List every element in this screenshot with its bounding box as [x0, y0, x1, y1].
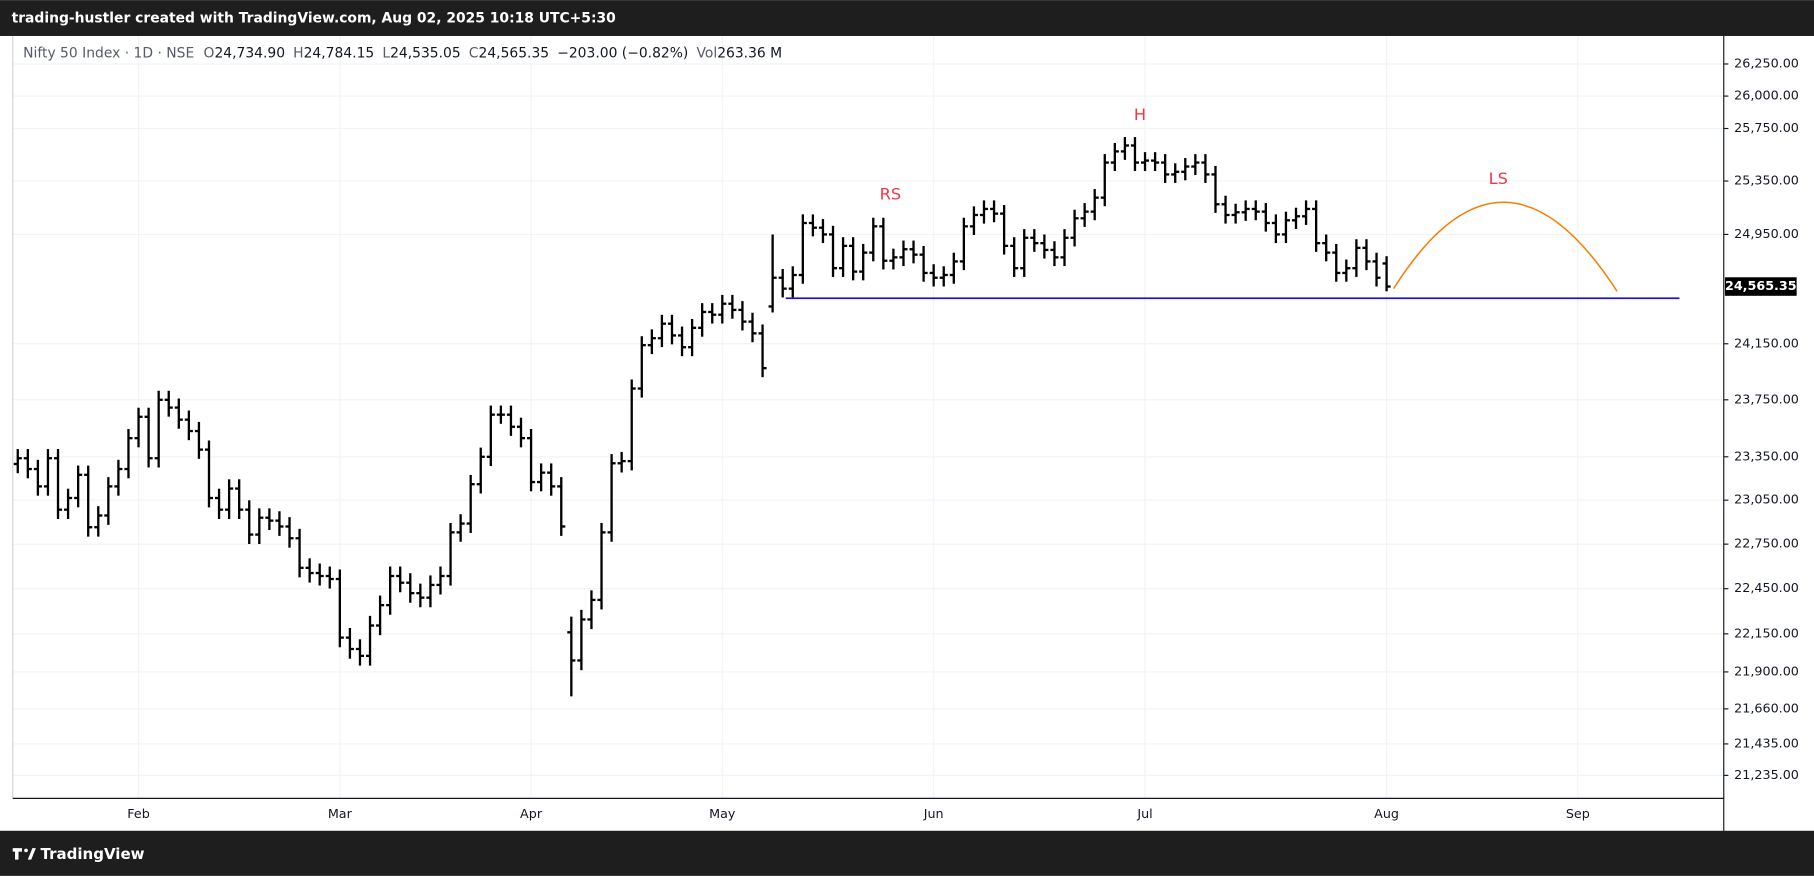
legend-key: C — [469, 45, 479, 61]
legend-key: L — [382, 45, 390, 61]
legend-symbol: Nifty 50 Index · 1D · NSE — [23, 45, 194, 61]
y-tick-label: 25,350.00 — [1734, 173, 1799, 188]
legend-value: 24,535.05 — [390, 45, 461, 61]
bottom-bar — [0, 830, 1814, 876]
x-tick-label: Feb — [127, 806, 150, 821]
legend-key: Vol — [696, 45, 717, 61]
last-price-label: 24,565.35 — [1725, 278, 1797, 293]
y-tick-label: 22,150.00 — [1734, 625, 1799, 640]
legend: Nifty 50 Index · 1D · NSE O24,734.90 H24,7… — [23, 45, 782, 61]
y-tick-label: 22,750.00 — [1734, 536, 1799, 551]
y-tick-label: 23,750.00 — [1734, 391, 1799, 406]
y-tick-label: 22,450.00 — [1734, 580, 1799, 595]
logo-mark — [27, 848, 36, 860]
y-tick-label: 23,050.00 — [1734, 492, 1799, 507]
y-tick-label: 21,235.00 — [1734, 767, 1799, 782]
pattern-label: H — [1134, 105, 1146, 124]
pattern-label: RS — [880, 184, 902, 203]
brand-text: TradingView — [40, 845, 144, 863]
y-tick-label: 21,900.00 — [1734, 663, 1799, 678]
legend-value: 24,734.90 — [214, 45, 285, 61]
logo-dot — [24, 848, 28, 853]
plot-area: RS H LS — [12, 35, 1724, 799]
y-tick-label: 24,150.00 — [1734, 335, 1799, 350]
projection-arc — [1392, 201, 1618, 292]
legend-key: H — [293, 45, 303, 61]
y-tick-label: 26,250.00 — [1734, 55, 1799, 70]
logo-mark — [12, 848, 22, 860]
x-tick-label: Mar — [328, 806, 353, 821]
pattern-label: LS — [1489, 169, 1508, 188]
top-bar — [0, 0, 1814, 36]
legend-value: 24,565.35 — [479, 45, 550, 61]
legend-value: 263.36 M — [717, 45, 782, 61]
tradingview-logo — [12, 848, 36, 860]
x-tick-label: Aug — [1374, 806, 1399, 821]
x-tick-label: Sep — [1566, 806, 1590, 821]
x-tick-label: Apr — [520, 806, 543, 821]
legend-change: −203.00 (−0.82%) — [557, 45, 688, 61]
y-tick-label: 23,350.00 — [1734, 448, 1799, 463]
x-tick-label: Jun — [923, 806, 944, 821]
y-tick-label: 26,000.00 — [1734, 88, 1799, 103]
legend-key: O — [204, 45, 215, 61]
last-price-tag — [1724, 277, 1797, 296]
y-tick-label: 21,435.00 — [1734, 735, 1799, 750]
x-tick-label: May — [709, 806, 736, 821]
y-tick-label: 21,660.00 — [1734, 700, 1799, 715]
header-text: trading-hustler created with TradingView… — [12, 11, 616, 27]
y-tick-label: 24,950.00 — [1734, 226, 1799, 241]
legend-value: 24,784.15 — [304, 45, 375, 61]
y-tick-label: 25,750.00 — [1734, 120, 1799, 135]
x-tick-label: Jul — [1136, 806, 1152, 821]
